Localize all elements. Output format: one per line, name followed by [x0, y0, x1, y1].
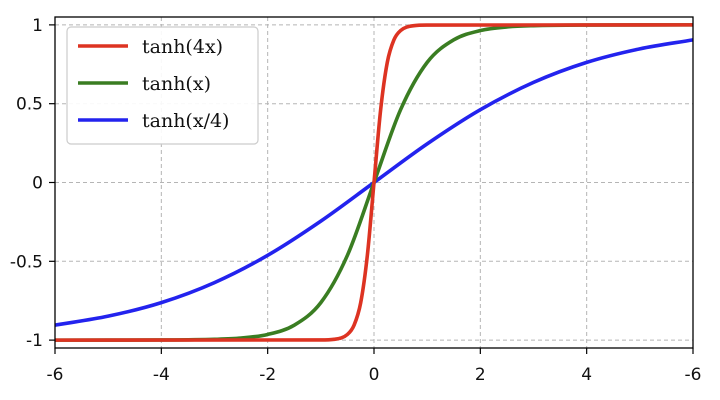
x-axis: -6 -4 -2 0 2 4 -6 — [47, 348, 702, 385]
x-tick-label: 4 — [581, 365, 592, 385]
x-tick-label: -2 — [259, 365, 276, 385]
x-tick-label: -4 — [153, 365, 170, 385]
y-tick-label: 0.5 — [16, 95, 43, 115]
x-tick-label: -6 — [685, 365, 702, 385]
y-tick-label: -0.5 — [10, 252, 43, 272]
y-tick-label: 0 — [32, 174, 43, 194]
legend-label: tanh(x) — [142, 73, 211, 95]
legend-label: tanh(4x) — [142, 36, 223, 58]
x-tick-label: 2 — [475, 365, 486, 385]
y-axis: 1 0.5 0 -0.5 -1 — [10, 16, 55, 351]
y-tick-label: -1 — [26, 331, 43, 351]
y-tick-label: 1 — [32, 16, 43, 36]
legend-box — [66, 26, 259, 145]
series-line-1 — [54, 23, 694, 342]
x-tick-label: 0 — [369, 365, 380, 385]
legend: tanh(4x) tanh(x) tanh(x/4) — [66, 26, 259, 145]
legend-label: tanh(x/4) — [142, 110, 229, 132]
plot-lines — [54, 23, 694, 342]
x-tick-label: -6 — [47, 365, 64, 385]
